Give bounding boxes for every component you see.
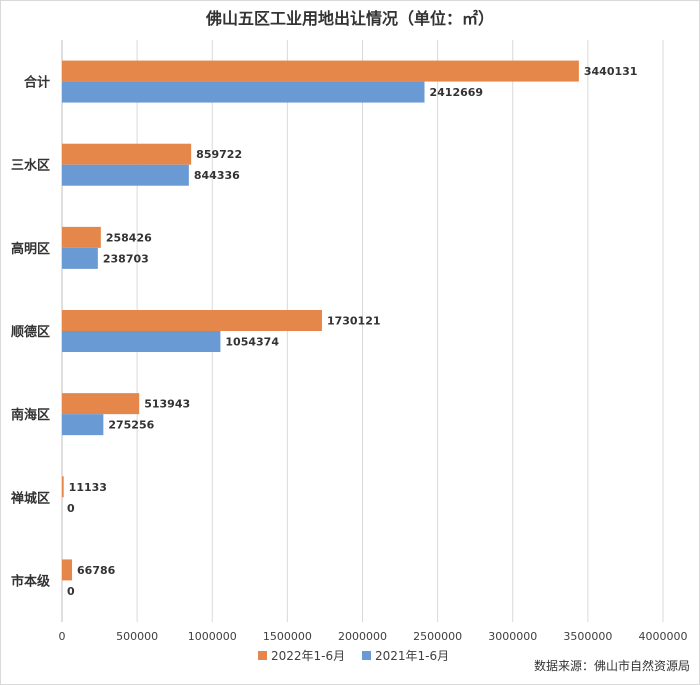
bar-series-2022 [62, 393, 140, 415]
x-tick-label: 2000000 [338, 630, 387, 643]
chart-title: 佛山五区工业用地出让情况（单位：㎡） [205, 9, 494, 28]
category-label: 高明区 [11, 241, 50, 257]
data-label: 1730121 [327, 315, 381, 328]
bar-series-2022 [62, 143, 192, 165]
data-label: 3440131 [584, 65, 638, 78]
x-tick-label: 1500000 [263, 630, 312, 643]
bar-series-2022 [62, 310, 322, 331]
bar-series-2021 [62, 81, 425, 103]
data-label: 0 [67, 502, 75, 515]
bars [62, 60, 579, 581]
data-label: 11133 [69, 481, 107, 494]
category-label: 顺德区 [11, 324, 50, 340]
bar-series-2021 [62, 247, 98, 269]
axes: 0 500000 1000000 1500000 2000000 2500000 30000… [10, 40, 688, 643]
bar-series-2021 [62, 414, 104, 436]
data-label: 844336 [194, 169, 240, 182]
data-label: 258426 [106, 231, 152, 244]
data-label: 2412669 [430, 86, 484, 99]
category-label: 市本级 [11, 573, 51, 589]
data-label: 275256 [108, 419, 154, 432]
category-label: 禅城区 [10, 490, 50, 506]
bar-series-2021 [62, 164, 189, 186]
x-tick-label: 2500000 [413, 630, 462, 643]
data-label: 66786 [77, 564, 116, 577]
x-tick-label: 4000000 [639, 630, 688, 643]
data-label: 859722 [196, 148, 242, 161]
bar-series-2022 [62, 226, 101, 248]
category-label: 三水区 [11, 158, 50, 174]
x-tick-label: 3000000 [488, 630, 537, 643]
category-label: 合计 [24, 75, 50, 91]
gridlines [136, 40, 664, 622]
bar-series-2022 [62, 60, 579, 82]
bar-series-2022 [62, 559, 73, 581]
data-labels: 3440131 2412669 859722 844336 258426 238703 17… [67, 65, 637, 598]
x-tick-label: 0 [59, 630, 66, 643]
x-tick-label: 500000 [116, 630, 158, 643]
x-tick-label: 3500000 [563, 630, 612, 643]
data-label: 1054374 [225, 336, 279, 349]
data-label: 0 [67, 585, 75, 598]
bar-series-2022 [62, 476, 64, 498]
legend-swatch [258, 651, 267, 660]
legend-label: 2022年1-6月 [271, 649, 345, 663]
bar-series-2021 [62, 331, 221, 352]
data-label: 513943 [144, 398, 190, 411]
legend: 2022年1-6月 2021年1-6月 [258, 649, 449, 663]
legend-swatch [362, 651, 371, 660]
legend-label: 2021年1-6月 [375, 649, 449, 663]
data-label: 238703 [103, 252, 149, 265]
x-tick-label: 1000000 [188, 630, 237, 643]
category-label: 南海区 [11, 407, 50, 423]
data-source-note: 数据来源：佛山市自然资源局 [534, 658, 690, 673]
